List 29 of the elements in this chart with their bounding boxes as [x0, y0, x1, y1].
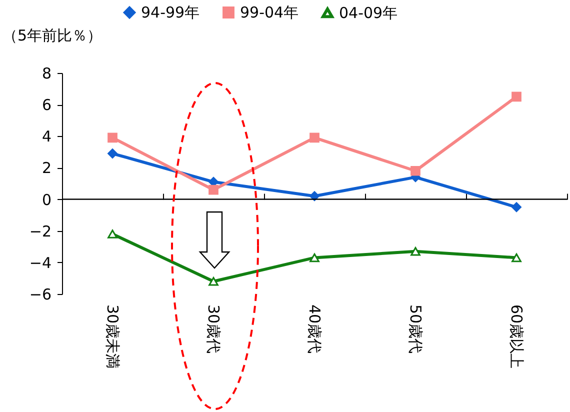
point — [208, 277, 218, 286]
y-tick-label: −2 — [29, 222, 52, 240]
point — [208, 184, 218, 195]
x-tick-label: 30歳未満 — [104, 304, 122, 369]
y-tick-label: 0 — [42, 190, 52, 209]
y-tick-label: 6 — [42, 96, 52, 114]
point — [512, 92, 522, 102]
y-tick-label: 8 — [42, 64, 52, 82]
point — [108, 230, 118, 238]
legend-label: 99-04年 — [240, 4, 299, 22]
y-tick-label: 4 — [42, 128, 52, 146]
x-tick-label: 40歳代 — [306, 304, 324, 354]
y-tick-label: −4 — [29, 254, 52, 272]
point — [512, 202, 522, 212]
x-tick-label: 50歳代 — [406, 304, 424, 354]
legend-label: 94-99年 — [141, 4, 200, 22]
x-tick-label: 30歳代 — [204, 304, 222, 354]
point — [410, 247, 420, 256]
point — [108, 132, 118, 143]
point — [512, 253, 522, 262]
point — [108, 148, 118, 158]
y-tick-label: 2 — [42, 159, 52, 178]
point — [410, 166, 420, 176]
point — [310, 132, 320, 143]
y-tick-label: −6 — [29, 286, 52, 304]
legend-label: 04-09年 — [339, 4, 398, 22]
y-axis-title: （5年前比％） — [2, 26, 102, 44]
x-tick-label: 60歳以上 — [508, 304, 526, 369]
point — [310, 253, 320, 262]
